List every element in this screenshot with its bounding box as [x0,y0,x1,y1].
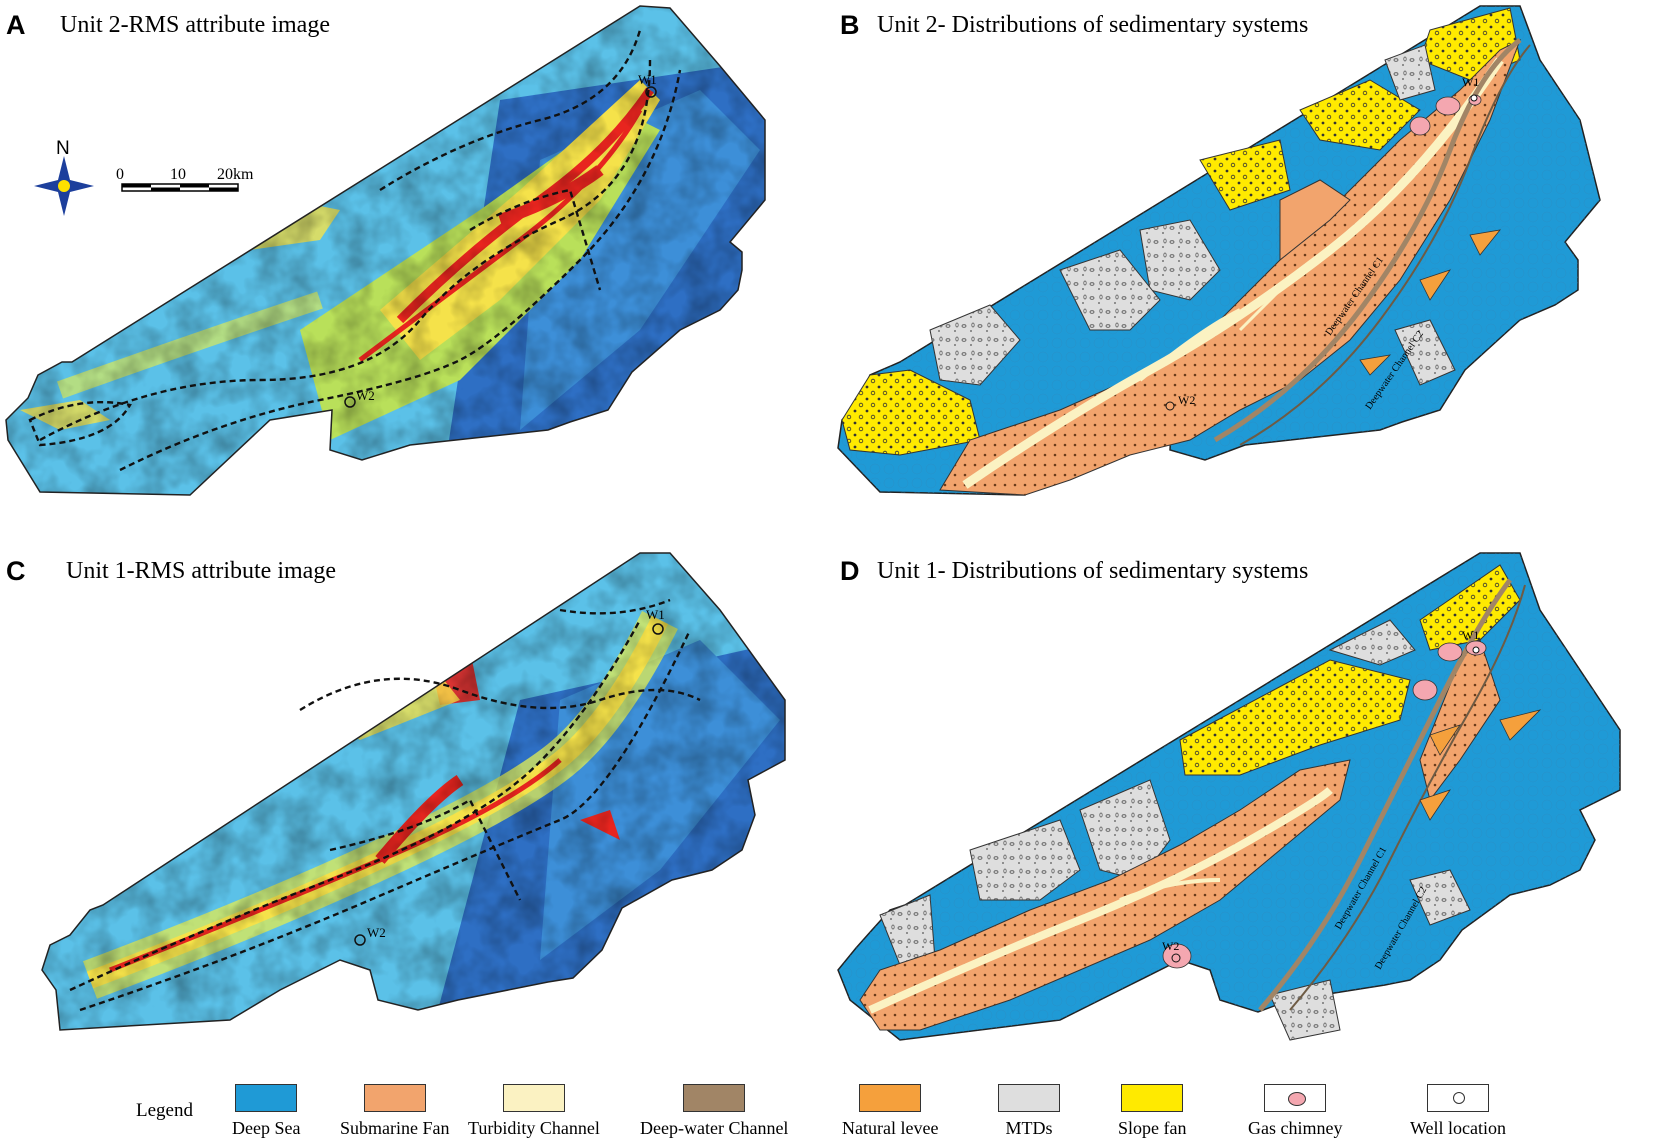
legend-label: Natural levee [842,1118,939,1138]
legend-label: Slope fan [1118,1118,1187,1138]
panel-letter-c: C [6,556,26,586]
scale-tick-20km: 20km [217,166,254,183]
legend-label: Well location [1410,1118,1507,1138]
well-w2-label-a: W2 [356,388,375,403]
well-w2-label-d: W2 [1162,939,1179,953]
scale-bar: 0 10 20km [116,166,254,192]
legend-title: Legend [136,1100,193,1121]
legend-swatch-mtds [998,1084,1060,1112]
panel-title-d: Unit 1- Distributions of sedimentary sys… [877,558,1309,584]
legend-item-natural-levee: Natural levee [842,1084,938,1139]
panel-title-a: Unit 2-RMS attribute image [60,12,330,38]
panel-letter-d: D [840,556,860,586]
legend-swatch-gas-chimney [1264,1084,1327,1112]
legend-swatch-slope-fan [1121,1084,1184,1112]
legend-swatch-deep-water-channel [683,1084,746,1112]
scale-tick-10: 10 [170,166,186,183]
scale-tick-0: 0 [116,166,124,183]
well-w2-label-c: W2 [367,925,386,940]
legend-swatch-natural-levee [859,1084,922,1112]
gas-chimney-icon [1288,1092,1307,1106]
panel-a-map: W1 W2 N 0 10 20km [5,5,766,496]
legend-label: Turbidity Channel [468,1118,600,1138]
legend-label: Deep-water Channel [640,1118,789,1138]
well-w1-label-a: W1 [638,72,657,87]
legend-label: Gas chimney [1248,1118,1343,1138]
panel-c-map: W1 W2 [41,552,786,1031]
panel-title-b: Unit 2- Distributions of sedimentary sys… [877,12,1309,38]
north-label: N [56,138,70,159]
panel-letter-a: A [6,10,26,40]
legend-swatch-submarine-fan [363,1084,426,1112]
well-w1-label-c: W1 [646,607,665,622]
legend-label: MTDs [1005,1118,1053,1138]
panel-letter-b: B [840,10,860,40]
panel-b-map: W1 W2 Deepwater Channel C1 Deepwater Cha… [837,5,1601,496]
legend-item-slope-fan: Slope fan [1118,1084,1186,1139]
legend-item-gas-chimney: Gas chimney [1248,1084,1342,1139]
legend-swatch-well-location [1427,1084,1490,1112]
well-w2-label-b: W2 [1178,393,1195,407]
well-w1-label-b: W1 [1462,75,1479,89]
legend-item-turbidity-channel: Turbidity Channel [468,1084,600,1139]
compass-star-icon [34,156,94,216]
well-w1-label-d: W1 [1462,628,1479,642]
well-location-icon [1453,1092,1466,1104]
legend-item-deep-water-channel: Deep-water Channel [640,1084,788,1139]
legend-label: Submarine Fan [340,1118,450,1138]
legend-swatch-turbidity-channel [502,1084,565,1112]
legend-item-deep-sea: Deep Sea [232,1084,300,1139]
legend-item-mtds: MTDs [998,1084,1060,1139]
legend-item-well-location: Well location [1410,1084,1506,1139]
panel-d-map: W1 W2 Deepwater Channel C1 Deepwater Cha… [837,552,1621,1041]
legend-item-submarine-fan: Submarine Fan [340,1084,450,1139]
legend-swatch-deep-sea [235,1084,298,1112]
legend-label: Deep Sea [232,1118,301,1138]
panel-title-c: Unit 1-RMS attribute image [66,558,336,584]
